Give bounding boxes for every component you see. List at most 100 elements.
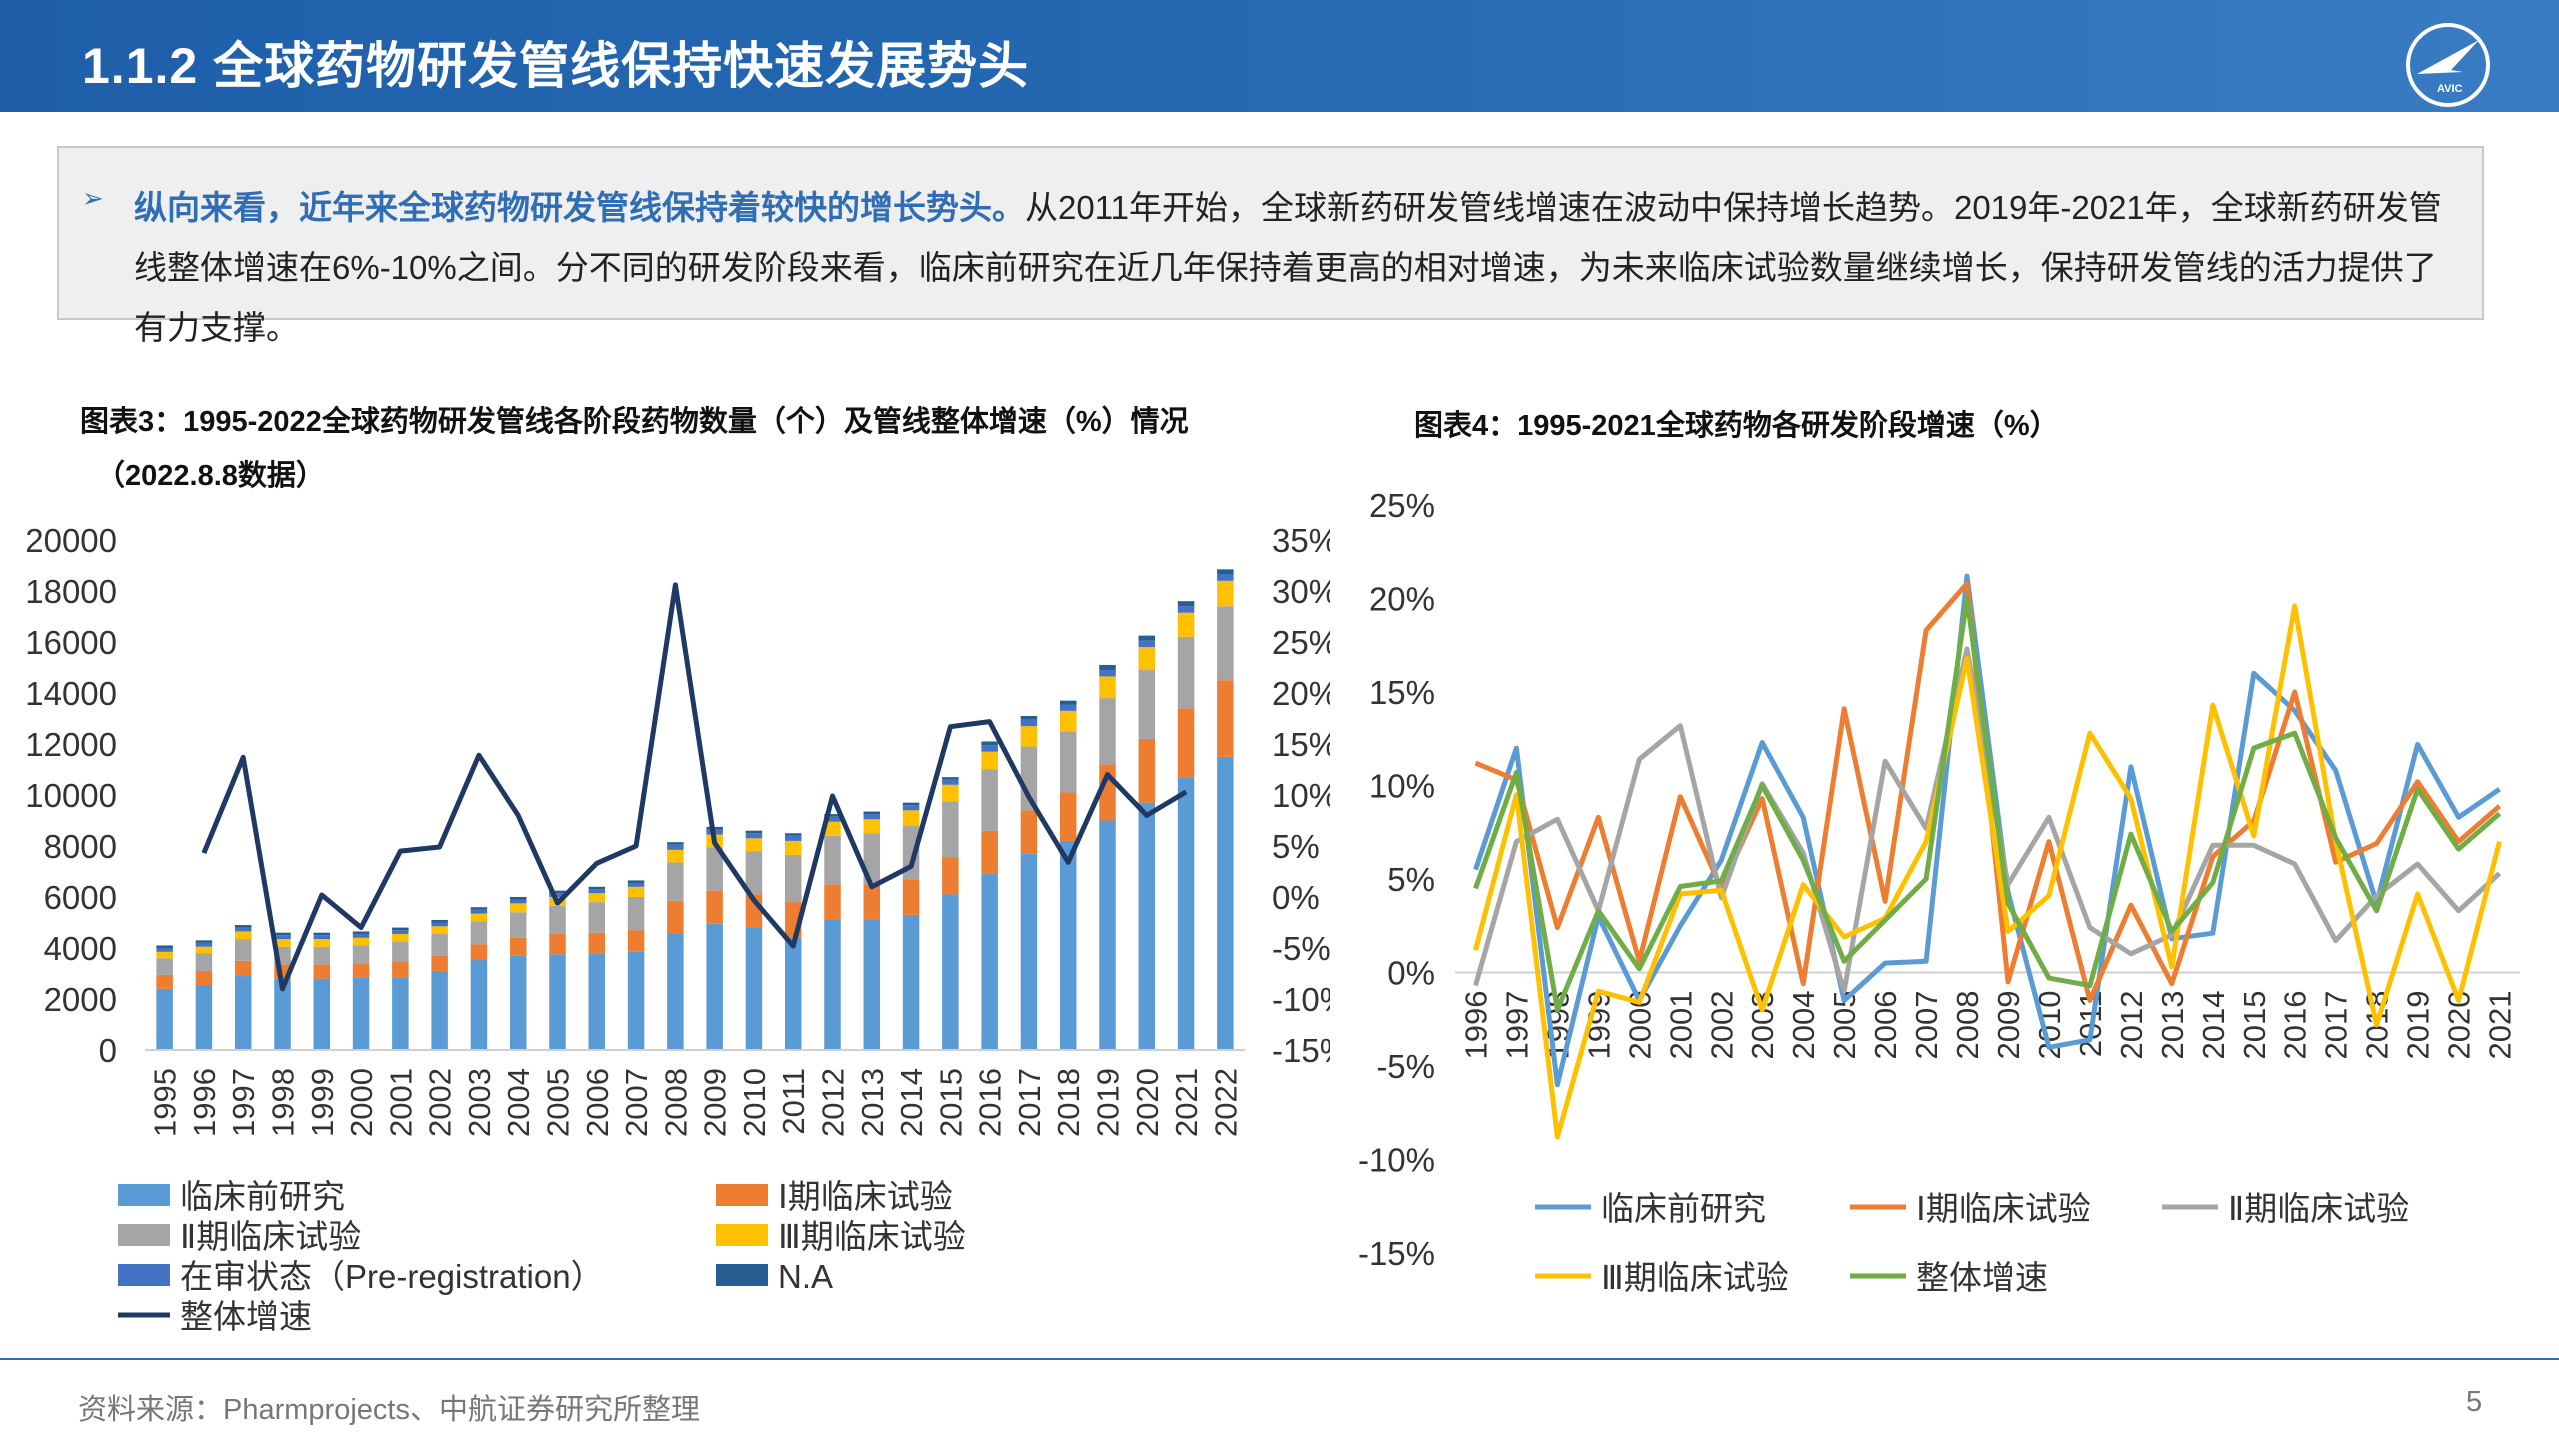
- x-tick-label: 2006: [580, 1068, 615, 1137]
- footer-divider: [0, 1358, 2559, 1360]
- x-tick-label: 2017: [1012, 1068, 1047, 1137]
- x-tick-label: 2004: [501, 1068, 536, 1137]
- bar-segment: [156, 988, 173, 1050]
- x-tick-label: 2007: [1909, 991, 1944, 1060]
- bar-segment: [234, 960, 252, 977]
- bar-segment: [274, 978, 291, 1050]
- bar-segment: [352, 977, 370, 1050]
- bar-segment: [863, 811, 881, 815]
- legend-label: Ⅰ期临床试验: [1916, 1190, 2091, 1227]
- bar-segment: [902, 914, 920, 1050]
- bar-segment: [313, 946, 331, 965]
- bar-segment: [745, 838, 763, 852]
- chart2-line-chart: -15%-10%-5%0%5%10%15%20%25%1996 1997 1998 1…: [1358, 487, 2520, 1296]
- bar-segment: [156, 945, 173, 948]
- overall-growth-line: [201, 582, 1188, 992]
- bar-segment: [195, 946, 213, 954]
- bar-segment: [1177, 777, 1195, 1050]
- bar-segment: [156, 951, 173, 959]
- bar-segment: [1099, 664, 1116, 671]
- series-line: [1473, 603, 2502, 1140]
- bar-segment: [1217, 574, 1234, 581]
- bar-segment: [942, 777, 959, 780]
- bar-segment: [1217, 680, 1234, 757]
- bar-segment: [667, 849, 684, 863]
- legend-label: 在审状态（Pre-registration）: [180, 1258, 604, 1295]
- bar-segment: [392, 962, 409, 978]
- x-tick-label: 2013: [2155, 991, 2190, 1060]
- bar-segment: [1138, 670, 1156, 739]
- x-tick-label: 2021: [1169, 1068, 1204, 1137]
- bar-segment: [313, 964, 331, 979]
- legend-label: 整体增速: [1916, 1259, 2048, 1296]
- x-tick-label: 2022: [1208, 1068, 1243, 1137]
- bar-segment: [431, 970, 448, 1050]
- x-tick-label: 2021: [2483, 991, 2518, 1060]
- legend-label: Ⅰ期临床试验: [778, 1178, 953, 1215]
- y2-tick-label: -10%: [1272, 981, 1330, 1018]
- legend-label: N.A: [778, 1258, 833, 1295]
- bar-segment: [313, 939, 331, 947]
- y2-tick-label: 20%: [1272, 675, 1330, 712]
- bar-segment: [1059, 792, 1077, 841]
- y2-tick-label: 15%: [1272, 726, 1330, 763]
- bar-segment: [627, 930, 645, 952]
- bar-segment: [156, 948, 173, 952]
- bar-segment: [902, 879, 920, 915]
- legend-label: Ⅱ期临床试验: [2228, 1190, 2409, 1227]
- bullet-arrow-icon: ➢: [82, 183, 104, 213]
- y-tick-label: 25%: [1369, 487, 1435, 524]
- x-tick-label: 2009: [1991, 991, 2026, 1060]
- bar-segment: [431, 922, 448, 927]
- x-tick-label: 2014: [2196, 991, 2231, 1060]
- x-tick-label: 2017: [2319, 991, 2354, 1060]
- bar-segment: [1177, 612, 1195, 637]
- bar-segment: [470, 909, 488, 914]
- bar-segment: [313, 932, 331, 936]
- bar-segment: [863, 884, 881, 920]
- bar-segment: [942, 894, 959, 1050]
- bar-segment: [313, 935, 331, 940]
- bar-segment: [588, 886, 606, 890]
- bar-segment: [1217, 606, 1234, 681]
- y-tick-label: 20%: [1369, 581, 1435, 618]
- bar-segment: [1020, 719, 1038, 727]
- header-bar: 1.1.2 全球药物研发管线保持快速发展势头 AVIC: [0, 0, 2559, 112]
- x-tick-label: 1997: [226, 1068, 261, 1137]
- bar-segment: [509, 937, 527, 956]
- bar-segment: [274, 932, 291, 936]
- series-line: [1473, 646, 2502, 994]
- bar-segment: [234, 931, 252, 940]
- x-tick-label: 1996: [187, 1068, 222, 1137]
- x-tick-label: 2016: [973, 1068, 1008, 1137]
- x-tick-label: 2001: [383, 1068, 418, 1137]
- bar-segment: [745, 851, 763, 895]
- bar-segment: [1177, 606, 1195, 613]
- bar-segment: [1217, 569, 1234, 575]
- legend-label: Ⅲ期临床试验: [778, 1218, 966, 1255]
- x-tick-label: 2019: [1091, 1068, 1126, 1137]
- bar-segment: [981, 741, 998, 746]
- x-tick-label: 2006: [1868, 991, 1903, 1060]
- x-tick-label: 2014: [894, 1068, 929, 1137]
- x-tick-label: 2012: [2114, 991, 2149, 1060]
- x-tick-label: 2013: [855, 1068, 890, 1137]
- bar-segment: [1217, 756, 1234, 1050]
- bar-segment: [942, 784, 959, 802]
- legend-swatch: [118, 1264, 170, 1286]
- bar-segment: [784, 937, 802, 1050]
- y2-tick-label: 5%: [1272, 828, 1320, 865]
- bar-segment: [627, 897, 645, 931]
- x-tick-label: 2010: [737, 1068, 772, 1137]
- y-tick-label: 8000: [44, 828, 117, 865]
- y-tick-label: -5%: [1376, 1048, 1435, 1085]
- x-tick-label: 2016: [2278, 991, 2313, 1060]
- bar-segment: [234, 939, 252, 961]
- bar-segment: [195, 953, 213, 971]
- bar-segment: [942, 779, 959, 785]
- bar-segment: [470, 921, 488, 945]
- bar-segment: [1020, 715, 1038, 720]
- bar-segment: [1138, 802, 1156, 1050]
- legend-swatch: [118, 1224, 170, 1246]
- x-tick-label: 2019: [2401, 991, 2436, 1060]
